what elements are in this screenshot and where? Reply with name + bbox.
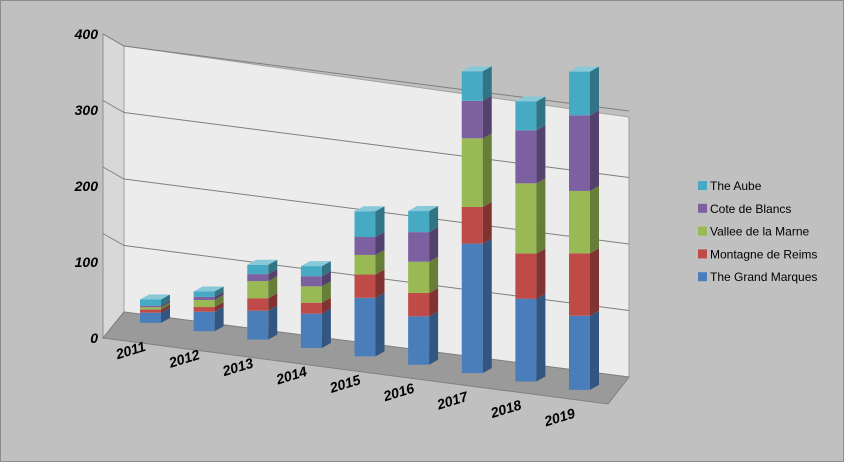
bar-segment: [354, 232, 385, 255]
bar-segment: [515, 293, 546, 382]
legend-swatch: [698, 203, 707, 213]
bar-segment: [408, 206, 439, 233]
x-tick-label: 2014: [273, 363, 309, 388]
bar-segment: [569, 248, 599, 316]
y-tick-label: 100: [75, 254, 99, 270]
bar-segment: [247, 269, 278, 282]
bar-segment: [193, 291, 224, 301]
gridline-side: [102, 233, 125, 246]
bar-segment: [193, 295, 224, 308]
bar-stack-2016: [408, 206, 439, 365]
legend-swatch: [698, 249, 707, 259]
x-tick-label: 2012: [166, 346, 202, 371]
legend-label: The Grand Marques: [710, 270, 817, 284]
legend-item: Montagne de Reims: [698, 247, 817, 261]
gridline-side: [102, 100, 125, 113]
bar-stack-2011: [140, 294, 170, 323]
bar-segment: [515, 178, 546, 254]
bar-segment: [569, 110, 599, 191]
bar-stack-2017: [461, 66, 492, 374]
y-tick-label: 0: [90, 330, 98, 346]
x-tick-label: 2018: [488, 396, 524, 421]
bar-segment: [247, 293, 278, 311]
legend-swatch: [698, 181, 707, 190]
bar-segment: [193, 306, 224, 332]
x-tick-label: 2019: [541, 405, 577, 430]
bar-segment: [408, 287, 439, 317]
bar-segment: [140, 300, 170, 308]
x-tick-label: 2013: [220, 355, 256, 380]
x-tick-label: 2011: [113, 338, 148, 362]
bar-segment: [193, 302, 224, 312]
y-tick-label: 400: [74, 26, 99, 42]
legend-label: Montagne de Reims: [710, 247, 817, 261]
bar-segment: [300, 281, 331, 303]
bar-stack-2013: [247, 259, 278, 340]
bar-segment: [247, 305, 278, 340]
bar-segment: [408, 311, 439, 365]
bar-segment: [140, 304, 170, 313]
bar-segment: [408, 256, 439, 293]
bar-stack-2019: [569, 66, 599, 390]
bar-stack-2018: [515, 96, 546, 382]
bar-segment: [247, 259, 278, 275]
bar-segment: [569, 185, 599, 254]
bars-group: [140, 66, 599, 390]
bar-segment: [515, 96, 546, 131]
legend-item: The Grand Marques: [698, 270, 817, 284]
bar-segment: [515, 125, 546, 184]
y-axis-ticks: 0 100 200 300 400: [74, 26, 99, 346]
bar-segment: [247, 276, 278, 299]
bar-segment: [515, 248, 546, 299]
bar-segment: [569, 310, 599, 390]
gridline-side: [102, 33, 125, 47]
legend-label: Cote de Blancs: [710, 202, 791, 216]
bar-segment: [300, 297, 331, 314]
bar-segment: [569, 66, 599, 116]
bar-segment: [140, 302, 170, 310]
x-tick-label: 2016: [380, 380, 416, 405]
bar-segment: [140, 307, 170, 323]
bar-segment: [354, 269, 385, 298]
floor: [102, 311, 630, 405]
y-tick-label: 200: [74, 178, 99, 194]
legend-item: Vallee de la Marne: [698, 225, 809, 239]
bar-segment: [408, 227, 439, 262]
bar-segment: [300, 261, 331, 277]
bar-segment: [354, 292, 385, 357]
side-wall: [102, 33, 125, 340]
legend: The Aube Cote de Blancs Vallee de la Marne…: [698, 179, 817, 284]
bar-stack-2012: [193, 286, 224, 332]
bar-segment: [461, 66, 492, 101]
bar-segment: [193, 286, 224, 297]
bar-segment: [461, 238, 492, 374]
bar-stack-2015: [354, 206, 385, 357]
bar-segment: [300, 308, 331, 348]
legend-swatch: [698, 226, 707, 236]
gridline-side: [102, 166, 125, 180]
bar-segment: [461, 133, 492, 207]
legend-swatch: [698, 272, 707, 282]
legend-item: The Aube: [698, 179, 762, 193]
legend-label: Vallee de la Marne: [710, 225, 809, 239]
bar-segment: [461, 95, 492, 139]
bar-segment: [354, 206, 385, 238]
bar-segment: [140, 294, 170, 306]
legend-label: The Aube: [710, 179, 762, 193]
y-tick-label: 300: [75, 102, 99, 118]
bar-segment: [461, 201, 492, 244]
x-tick-label: 2017: [434, 388, 471, 413]
legend-item: Cote de Blancs: [698, 202, 791, 216]
bar-segment: [354, 249, 385, 275]
bar-stack-2014: [300, 261, 331, 348]
x-tick-label: 2015: [327, 371, 363, 396]
bar-segment: [300, 271, 331, 287]
